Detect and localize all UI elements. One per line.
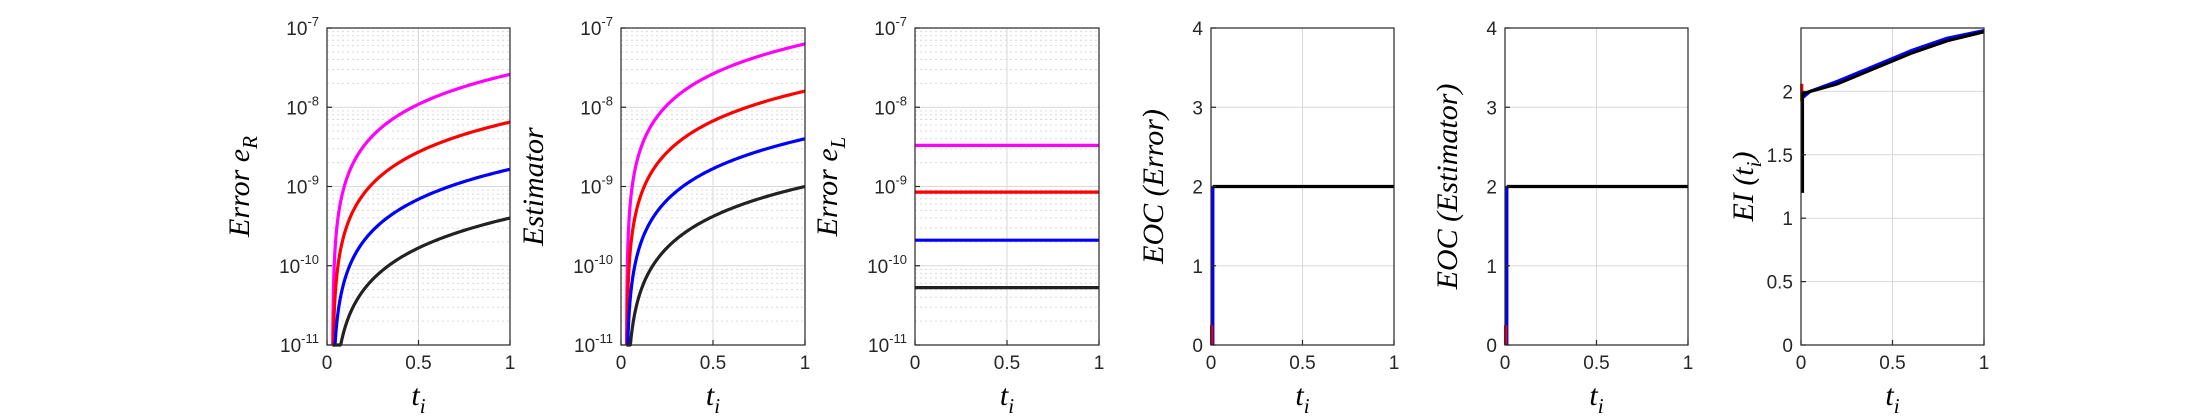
y-tick-label: 10-7 xyxy=(874,14,907,40)
chart-6: 0 0.5 1 0 0.5 1 1.5 2 ti EI (ti) xyxy=(1727,27,1990,417)
series-line-1 xyxy=(624,42,806,347)
y-axis-label: EI (ti) xyxy=(1727,152,1766,223)
x-tick-label: 0 xyxy=(910,353,921,374)
x-tick-label: 0.5 xyxy=(1879,353,1905,374)
y-axis-label: EOC (Error) xyxy=(1137,109,1170,265)
chart-2: 0 0.5 1 10-11 10-10 10-9 10-8 10-7 ti Estimator xyxy=(517,14,810,417)
y-tick-label: 10-7 xyxy=(580,14,613,40)
chart-5: 0 0.5 1 0 1 2 3 4 ti EOC (Estimator) xyxy=(1431,19,1693,417)
y-tick-label: 4 xyxy=(1486,19,1497,40)
x-tick-label: 1 xyxy=(1094,353,1105,374)
y-tick-label: 10-11 xyxy=(280,331,319,357)
x-tick-label: 1 xyxy=(1683,353,1694,374)
x-axis-label: ti xyxy=(706,379,720,417)
chart-1: 0 0.5 1 10-11 10-10 10-9 10-8 10-7 ti Error eR xyxy=(223,14,515,417)
y-tick-label: 10-10 xyxy=(867,252,907,278)
y-tick-label: 10-8 xyxy=(286,93,319,119)
x-tick-label: 1 xyxy=(505,353,516,374)
x-tick-label: 0 xyxy=(616,353,627,374)
y-tick-label: 0 xyxy=(1192,336,1203,357)
series-line-4 xyxy=(330,216,511,347)
series-line-2 xyxy=(1801,28,1985,99)
y-tick-label: 1.5 xyxy=(1767,146,1793,167)
grid xyxy=(1800,27,1985,346)
y-tick-label: 10-7 xyxy=(286,14,319,40)
series-line-2 xyxy=(330,120,511,347)
x-tick-label: 0.5 xyxy=(1289,353,1315,374)
x-tick-label: 1 xyxy=(800,353,811,374)
y-tick-label: 1 xyxy=(1192,257,1203,278)
y-tick-label: 10-8 xyxy=(874,93,907,119)
x-tick-label: 0 xyxy=(1206,353,1217,374)
x-tick-label: 0.5 xyxy=(700,353,726,374)
series-line-3 xyxy=(1800,30,1985,193)
y-tick-label: 0 xyxy=(1486,336,1497,357)
x-axis-label: ti xyxy=(411,379,425,417)
y-tick-label: 2 xyxy=(1782,82,1793,103)
y-axis-label: Error eR xyxy=(223,136,262,238)
x-tick-label: 1 xyxy=(1389,353,1400,374)
x-axis-label: ti xyxy=(1885,379,1899,417)
x-tick-label: 0.5 xyxy=(1583,353,1609,374)
grid xyxy=(326,27,511,346)
grid xyxy=(914,27,1100,346)
series-line-1 xyxy=(330,72,511,347)
y-tick-label: 10-10 xyxy=(573,252,613,278)
y-tick-label: 10-11 xyxy=(868,331,907,357)
x-axis-label: ti xyxy=(1000,379,1014,417)
y-tick-label: 3 xyxy=(1192,98,1203,119)
x-axis-label: ti xyxy=(1589,379,1603,417)
x-tick-label: 1 xyxy=(1979,353,1990,374)
y-tick-label: 10-8 xyxy=(580,93,613,119)
y-axis-label: EOC (Estimator) xyxy=(1431,84,1464,291)
chart-4: 0 0.5 1 0 1 2 3 4 ti EOC (Error) xyxy=(1137,19,1399,417)
y-tick-label: 2 xyxy=(1192,178,1203,199)
x-tick-label: 0 xyxy=(322,353,333,374)
y-tick-label: 10-11 xyxy=(574,331,613,357)
x-tick-label: 0 xyxy=(1500,353,1511,374)
series-line-2 xyxy=(624,89,806,347)
y-tick-label: 4 xyxy=(1192,19,1203,40)
y-tick-label: 10-9 xyxy=(286,173,319,199)
series-line-3 xyxy=(330,167,511,347)
chart-3: 0 0.5 1 10-11 10-10 10-9 10-8 10-7 ti Error eL xyxy=(811,14,1104,417)
x-tick-label: 0.5 xyxy=(994,353,1020,374)
y-tick-label: 10-9 xyxy=(580,173,613,199)
y-tick-label: 0.5 xyxy=(1767,273,1793,294)
y-axis-label: Error eL xyxy=(811,137,850,238)
y-tick-label: 2 xyxy=(1486,178,1497,199)
x-tick-label: 0.5 xyxy=(405,353,431,374)
y-tick-label: 1 xyxy=(1486,257,1497,278)
y-tick-label: 0 xyxy=(1782,336,1793,357)
series-line-3 xyxy=(624,137,806,347)
y-tick-label: 10-10 xyxy=(279,252,319,278)
x-tick-label: 0 xyxy=(1796,353,1807,374)
y-tick-label: 3 xyxy=(1486,98,1497,119)
y-tick-label: 1 xyxy=(1782,209,1793,230)
x-axis-label: ti xyxy=(1295,379,1309,417)
y-tick-label: 10-9 xyxy=(874,173,907,199)
y-axis-label: Estimator xyxy=(517,127,550,247)
